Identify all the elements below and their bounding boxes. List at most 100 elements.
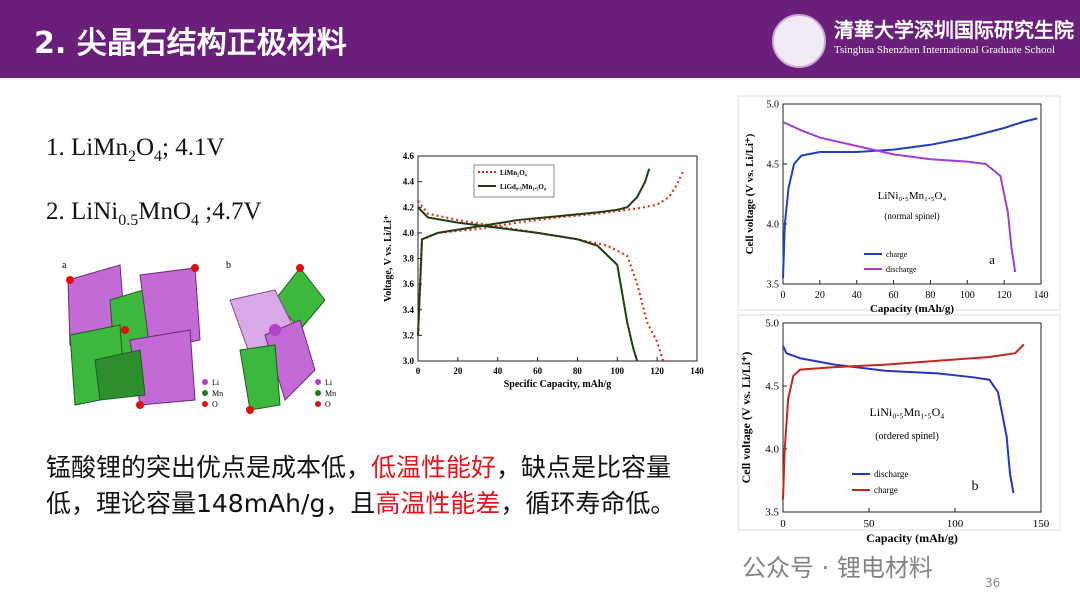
y-tick-label: 4.6 xyxy=(403,151,415,161)
legend-label: Mn xyxy=(325,389,336,398)
logo-emblem xyxy=(772,14,826,68)
legend-label: discharge xyxy=(874,469,908,479)
series-line xyxy=(782,121,1017,273)
x-tick-label: 100 xyxy=(611,366,625,376)
y-tick-label: 3.2 xyxy=(403,330,415,340)
legend-label: discharge xyxy=(886,265,917,274)
bullet-text: MnO xyxy=(138,198,192,225)
atom xyxy=(269,324,281,336)
bullet-text: 1. LiMn xyxy=(46,134,128,161)
bullet: 1. LiMn2O4; 4.1V xyxy=(46,134,225,166)
x-tick-label: 100 xyxy=(947,518,964,530)
legend-label: O xyxy=(325,400,331,409)
legend-box xyxy=(473,164,555,198)
legend-label: charge xyxy=(874,485,898,495)
text: ，循环寿命低。 xyxy=(500,489,676,518)
x-tick-label: 60 xyxy=(533,366,543,376)
y-tick-label: 4.0 xyxy=(403,228,415,238)
legend-dot xyxy=(202,390,208,396)
y-tick-label: 3.5 xyxy=(765,507,779,519)
atom xyxy=(66,276,74,284)
series-line xyxy=(417,206,639,362)
y-axis-label: Cell voltage (V vs. Li/Li⁺) xyxy=(744,133,756,254)
legend-dot xyxy=(202,379,208,385)
logo-chinese: 清華大学深圳国际研究生院 xyxy=(834,18,1074,42)
highlight: 低温性能好 xyxy=(371,453,497,482)
atom xyxy=(121,326,129,334)
y-axis-label: Voltage, V vs. Li/Li⁺ xyxy=(383,215,394,302)
x-tick-label: 50 xyxy=(864,518,876,530)
legend-label: O xyxy=(212,400,218,409)
atom xyxy=(191,264,199,272)
y-tick-label: 5.0 xyxy=(767,99,780,110)
legend-label: LiMn₂O₄ xyxy=(500,169,528,177)
y-axis-label: Cell voltage (V vs. Li/Li⁺) xyxy=(739,352,753,484)
atom xyxy=(296,264,304,272)
x-axis-label: Specific Capacity, mAh/g xyxy=(504,379,612,390)
x-tick-label: 150 xyxy=(1033,518,1050,530)
series-line xyxy=(417,168,651,336)
page-number: 36 xyxy=(985,576,1001,590)
plot-frame xyxy=(782,322,1042,513)
y-tick-label: 4.5 xyxy=(767,159,780,170)
x-tick-label: 140 xyxy=(690,366,704,376)
y-tick-label: 4.4 xyxy=(403,177,415,187)
x-tick-label: 40 xyxy=(852,290,862,301)
x-tick-label: 140 xyxy=(1034,290,1049,301)
crystal-illustration: a b Li Mn O Li Mn O xyxy=(62,260,336,414)
subscript: 4 xyxy=(191,212,200,229)
subscript: 2 xyxy=(127,148,136,165)
logo-english: Tsinghua Shenzhen International Graduate… xyxy=(834,44,1055,56)
bullet-text: 2. LiNi xyxy=(46,198,119,225)
bullet-text: ;4.7V xyxy=(199,198,262,225)
x-tick-label: 120 xyxy=(997,290,1012,301)
y-tick-label: 3.4 xyxy=(403,305,415,315)
x-tick-label: 100 xyxy=(960,290,975,301)
annotation: b xyxy=(972,479,979,494)
x-axis-label: Capacity (mAh/g) xyxy=(866,531,958,545)
text: 锰酸锂的突出优点是成本低， xyxy=(46,453,372,482)
y-tick-label: 3.6 xyxy=(403,279,415,289)
series-line xyxy=(416,170,685,336)
plot-frame xyxy=(417,155,698,362)
x-tick-label: 80 xyxy=(925,290,935,301)
figure-frame xyxy=(737,95,1061,311)
y-tick-label: 4.0 xyxy=(765,444,779,456)
y-tick-label: 5.0 xyxy=(765,318,779,330)
annotation: (normal spinel) xyxy=(884,211,939,221)
legend-dot xyxy=(202,401,208,407)
y-tick-label: 4.0 xyxy=(767,219,780,230)
plot-frame xyxy=(782,103,1042,285)
atom xyxy=(136,401,144,409)
figure-frame xyxy=(737,314,1061,531)
polyhedron xyxy=(264,319,316,401)
x-tick-label: 20 xyxy=(815,290,825,301)
y-tick-label: 4.2 xyxy=(403,202,415,212)
legend-dot xyxy=(315,401,321,407)
bullet-text: O xyxy=(135,134,155,161)
series-line xyxy=(782,345,1015,494)
legend-dot xyxy=(315,379,321,385)
x-tick-label: 80 xyxy=(573,366,583,376)
y-tick-label: 3.0 xyxy=(403,356,415,366)
y-tick-label: 3.5 xyxy=(767,279,780,290)
bullet: 2. LiNi0.5MnO4 ;4.7V xyxy=(46,198,262,230)
legend-dot xyxy=(315,390,321,396)
subscript: 0.5 xyxy=(118,212,139,229)
paragraph: 锰酸锂的突出优点是成本低，低温性能好，缺点是比容量低，理论容量148mAh/g，… xyxy=(46,450,686,522)
legend-label: LiGd₀.₅Mn₁.₅O₄ xyxy=(500,183,547,191)
x-tick-label: 20 xyxy=(453,366,463,376)
annotation: LiNi₀.₅Mn₁.₅O₄ xyxy=(878,190,947,202)
slide-title: 2. 尖晶石结构正极材料 xyxy=(34,26,347,61)
x-tick-label: 0 xyxy=(780,518,786,530)
legend-label: Li xyxy=(212,378,220,387)
text: ，缺点是比容量低，理论容量148mAh/g，且 xyxy=(46,453,672,518)
polyhedron xyxy=(239,344,281,411)
panel-label: a xyxy=(62,260,67,271)
x-tick-label: 0 xyxy=(781,290,786,301)
x-tick-label: 0 xyxy=(416,366,421,376)
series-line xyxy=(417,200,665,362)
atom xyxy=(246,406,254,414)
